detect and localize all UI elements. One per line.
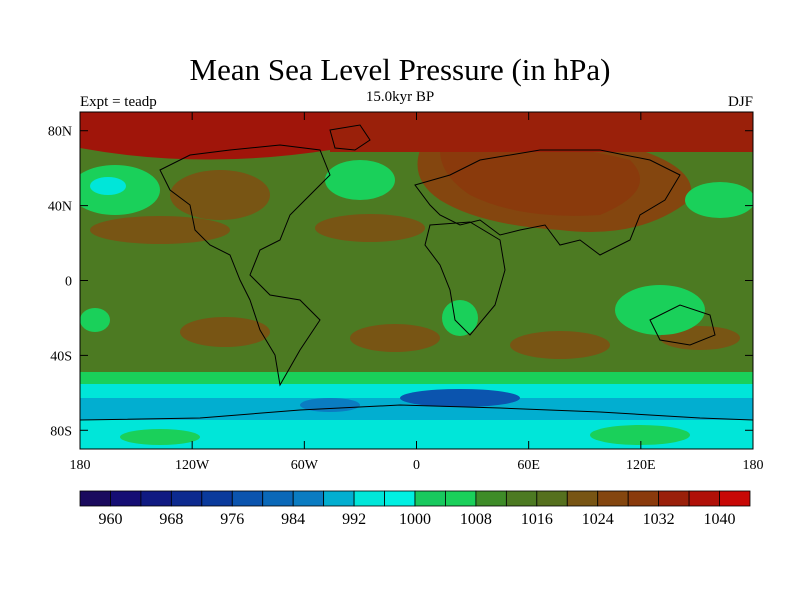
colorbar-swatch [110,490,142,507]
colorbar-label: 960 [98,511,122,528]
lat-tick-label: 0 [65,275,72,290]
longitude-axis: 180 120W 60W 0 60E 120E 180 [70,112,764,473]
colorbar-swatch [170,490,203,507]
colorbar-label: 984 [281,511,305,528]
colorbar-label: 992 [342,511,366,528]
map-title: Mean Sea Level Pressure (in hPa) [189,52,611,87]
colorbar-label: 1040 [704,511,736,528]
lon-tick-label: 0 [413,458,420,473]
colorbar-label: 1016 [521,511,553,528]
colorbar-label: 968 [159,511,183,528]
colorbar-swatch [658,490,690,507]
colorbar-swatch [231,490,264,507]
lon-tick-label: 120W [175,458,210,473]
lon-tick-label: 60W [291,458,319,473]
latitude-axis: 80N 40N 0 40S 80S [48,125,753,439]
colorbar: 960 968 976 984 992 1000 1008 1016 1024 1032 1040 [79,490,751,528]
lon-tick-label: 180 [70,458,91,473]
map-subtitle: 15.0kyr BP [365,89,435,105]
experiment-label: Expt = teadp [80,94,157,110]
colorbar-swatch [688,490,720,507]
colorbar-swatch [597,490,629,507]
colorbar-swatch [79,490,111,507]
lon-tick-label: 60E [517,458,540,473]
coastlines [80,124,753,421]
lon-tick-label: 120E [626,458,656,473]
colorbar-swatch [566,490,599,507]
colorbar-swatch [292,490,325,507]
lon-tick-label: 180 [743,458,764,473]
colorbar-label: 1008 [460,511,492,528]
colorbar-label: 976 [220,511,244,528]
colorbar-swatch [414,490,446,507]
pressure-field [80,112,753,449]
colorbar-label: 1032 [643,511,675,528]
colorbar-swatch [201,490,233,507]
season-label: DJF [727,94,753,110]
colorbar-swatch [627,490,660,507]
colorbar-label: 1024 [582,511,614,528]
colorbar-swatch [475,490,507,507]
lat-tick-label: 80N [48,125,72,140]
colorbar-label: 1000 [399,511,431,528]
colorbar-swatch [445,490,477,507]
colorbar-swatch [719,490,751,507]
colorbar-swatch [262,490,294,507]
colorbar-swatch [140,490,172,507]
colorbar-swatch [323,490,355,507]
lat-tick-label: 40S [50,349,72,364]
colorbar-swatch [353,490,385,507]
colorbar-swatch [536,490,568,507]
colorbar-swatch [384,490,416,507]
lat-tick-label: 40N [48,200,72,215]
colorbar-swatch [505,490,538,507]
lat-tick-label: 80S [50,424,72,439]
